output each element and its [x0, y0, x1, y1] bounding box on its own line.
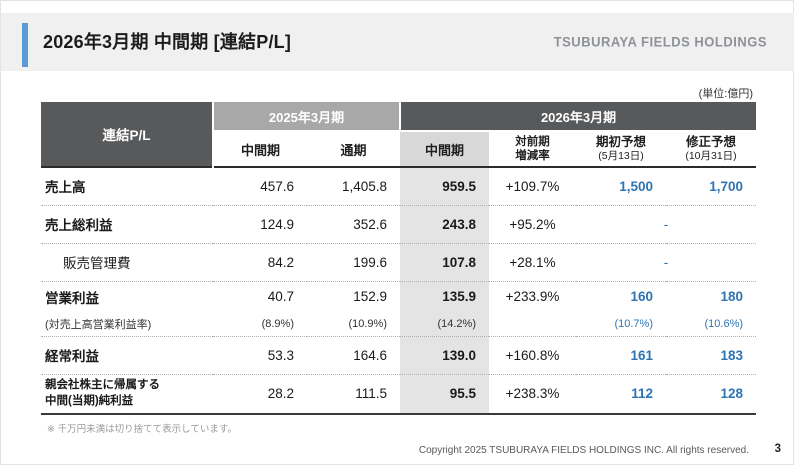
title-accent-bar [22, 23, 28, 67]
cell-2025-fullyear: 1,405.8 [341, 178, 387, 194]
col-header-fullyear-2025: 通期 [307, 131, 400, 167]
row-sga-expenses: 販売管理費 84.2 199.6 107.8 +28.1% - [41, 243, 757, 281]
cell-2025-interim: 40.7 [267, 289, 294, 305]
cell-2025-fullyear: (10.9%) [348, 317, 387, 330]
row-label: 売上高 [45, 180, 86, 196]
cell-revised-forecast: 1,700 [709, 178, 744, 194]
cell-forecast-dash: - [663, 216, 669, 232]
row-operating-margin: (対売上高営業利益率) (8.9%) (10.9%) (14.2%) (10.7… [41, 312, 757, 336]
row-net-profit: 親会社株主に帰属する 中間(当期)純利益 28.2 111.5 95.5 +23… [41, 374, 757, 414]
cell-initial-forecast: 1,500 [619, 178, 653, 194]
cell-revised-forecast: 128 [720, 386, 744, 402]
pl-table-container: 連結P/L 2025年3月期 2026年3月期 中間期 通期 中間期 対前期 増… [41, 102, 757, 415]
cell-2026-interim: 243.8 [400, 205, 489, 243]
cell-initial-forecast: 112 [631, 386, 653, 402]
unit-note: (単位:億円) [698, 88, 753, 100]
cell-2025-interim: 28.2 [267, 386, 294, 402]
cell-yoy [489, 312, 576, 336]
cell-revised-forecast: (10.6%) [704, 317, 744, 330]
col-header-yoy-line1: 対前期 [515, 135, 550, 148]
page-title: 2026年3月期 中間期 [連結P/L] [43, 32, 292, 52]
header-group-row: 連結P/L 2025年3月期 2026年3月期 [41, 102, 757, 167]
col-header-initial-line2: (5月13日) [598, 150, 644, 163]
row-net-sales: 売上高 457.6 1,405.8 959.5 +109.7% 1,500 1,… [41, 167, 757, 205]
cell-initial-forecast: (10.7%) [614, 317, 653, 330]
cell-yoy: +238.3% [505, 386, 560, 402]
row-label-line1: 親会社株主に帰属する [45, 379, 160, 392]
cell-2026-interim: 139.0 [400, 336, 489, 374]
row-label: 営業利益 [45, 290, 99, 306]
col-header-interim-2026: 中間期 [400, 131, 489, 167]
cell-yoy: +109.7% [505, 178, 560, 194]
cell-2025-fullyear: 199.6 [353, 254, 387, 270]
cell-2025-interim: (8.9%) [261, 317, 294, 330]
col-header-revised-forecast: 修正予想 (10月31日) [666, 131, 757, 167]
group-header-2026: 2026年3月期 [400, 102, 757, 132]
row-label: (対売上高営業利益率) [45, 318, 152, 331]
company-logo: TSUBURAYA FIELDS HOLDINGS [553, 33, 767, 50]
cell-2025-fullyear: 152.9 [353, 289, 387, 305]
cell-yoy: +95.2% [509, 216, 556, 232]
col-header-yoy-line2: 増減率 [515, 150, 550, 162]
cell-2026-interim: 959.5 [400, 167, 489, 205]
cell-2025-interim: 457.6 [260, 178, 294, 194]
cell-forecast-dash: - [663, 254, 669, 270]
row-operating-profit: 営業利益 40.7 152.9 135.9 +233.9% 160 180 [41, 281, 756, 312]
col-header-interim-2025: 中間期 [213, 131, 307, 167]
row-gross-profit: 売上総利益 124.9 352.6 243.8 +95.2% - [41, 205, 757, 243]
page-number: 3 [774, 443, 781, 455]
cell-yoy: +160.8% [505, 347, 560, 363]
cell-2025-interim: 84.2 [267, 254, 294, 270]
row-label-line2: 中間(当期)純利益 [45, 394, 134, 407]
cell-2025-interim: 53.3 [267, 347, 294, 363]
footnote: ※ 千万円未満は切り捨てて表示しています。 [47, 424, 237, 435]
col-header-initial-line1: 期初予想 [595, 135, 646, 150]
cell-2026-interim: 95.5 [400, 374, 489, 414]
cell-2026-interim: (14.2%) [400, 312, 489, 336]
row-ordinary-profit: 経常利益 53.3 164.6 139.0 +160.8% 161 183 [41, 336, 757, 374]
row-label: 販売管理費 [63, 256, 131, 271]
col-header-revised-line1: 修正予想 [686, 135, 737, 150]
cell-revised-forecast: 183 [720, 347, 744, 363]
cell-revised-forecast: 180 [720, 289, 744, 305]
pl-table: 連結P/L 2025年3月期 2026年3月期 中間期 通期 中間期 対前期 増… [41, 102, 757, 415]
cell-2026-interim: 135.9 [400, 281, 489, 312]
cell-2025-fullyear: 164.6 [353, 347, 387, 363]
cell-yoy: +28.1% [509, 254, 556, 270]
row-label: 親会社株主に帰属する 中間(当期)純利益 [41, 374, 213, 414]
corner-header: 連結P/L [41, 102, 214, 167]
cell-2025-fullyear: 111.5 [355, 386, 387, 402]
group-header-2025: 2025年3月期 [213, 102, 401, 132]
copyright-text: Copyright 2025 TSUBURAYA FIELDS HOLDINGS… [418, 445, 749, 456]
header-sub-row: 中間期 通期 中間期 対前期 増減率 期初予想 (5月13日) 修正予想 (10… [41, 131, 757, 167]
cell-2026-interim: 107.8 [400, 243, 489, 281]
title-band: 2026年3月期 中間期 [連結P/L] TSUBURAYA FIELDS HO… [1, 13, 794, 71]
col-header-initial-forecast: 期初予想 (5月13日) [576, 131, 666, 167]
cell-2025-interim: 124.9 [260, 216, 294, 232]
row-label: 経常利益 [45, 349, 99, 364]
row-label: 売上総利益 [45, 218, 113, 233]
cell-initial-forecast: 161 [630, 347, 653, 363]
cell-yoy: +233.9% [505, 289, 560, 305]
cell-initial-forecast: 160 [630, 289, 653, 305]
cell-2025-fullyear: 352.6 [353, 216, 387, 232]
col-header-revised-line2: (10月31日) [685, 150, 737, 163]
col-header-yoy: 対前期 増減率 [489, 131, 576, 167]
